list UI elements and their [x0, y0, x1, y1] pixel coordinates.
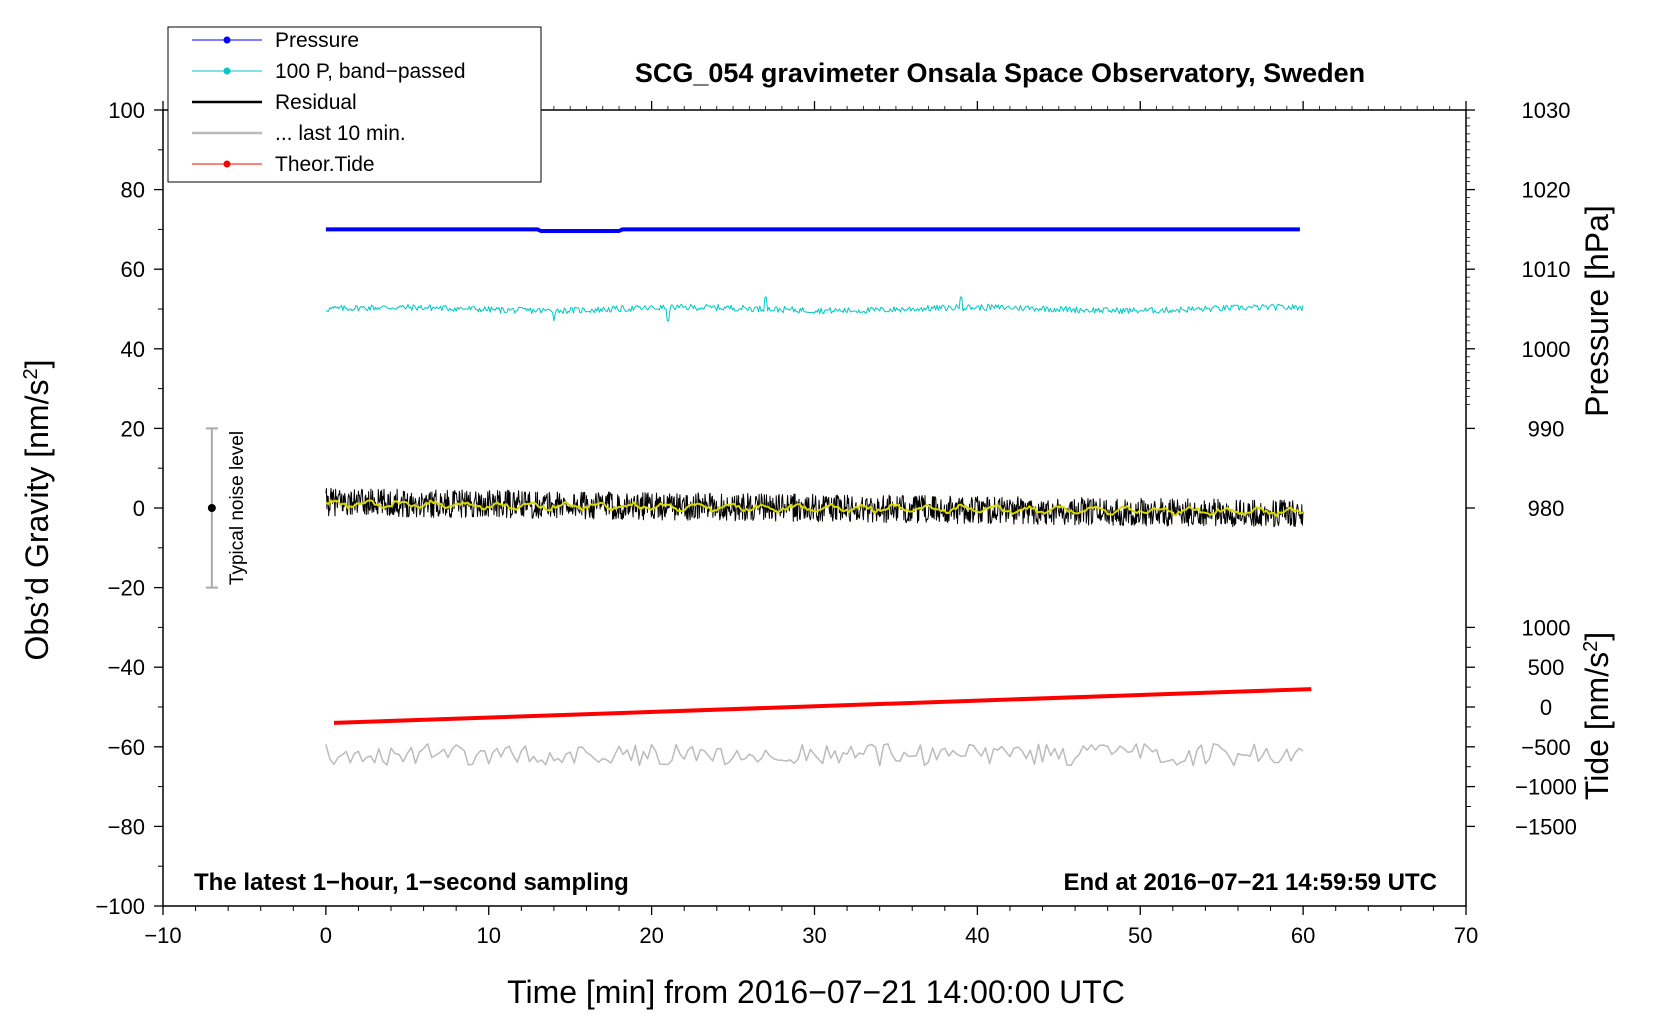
x-tick-label: 20 — [639, 923, 663, 948]
pressure-tick-label: 980 — [1528, 496, 1565, 521]
x-tick-label: 50 — [1128, 923, 1152, 948]
y-tick-label: 0 — [133, 496, 145, 521]
legend-box — [167, 26, 542, 183]
series-line-residual-smoothed — [325, 499, 1304, 517]
annotation-bottom-left: The latest 1−hour, 1−second sampling — [194, 869, 629, 896]
tide-tick-label: 0 — [1540, 695, 1552, 720]
y-tick-label: 60 — [121, 257, 145, 282]
pressure-tick-label: 990 — [1528, 416, 1565, 441]
series-line-tide — [333, 687, 1312, 725]
series-line-pressure — [325, 227, 1300, 233]
y-tick-label: 80 — [121, 178, 145, 203]
axes-group: −10 0 10 20 30 40 50 60 70−100−80−60−40−20020406… — [95, 98, 1576, 948]
legend-swatch-marker — [223, 160, 231, 168]
legend-label: 100 P, band−passed — [275, 60, 466, 83]
y-tick-label: −100 — [95, 894, 145, 919]
noise-indicator-group: Typical noise level — [205, 427, 248, 589]
x-tick-label: 10 — [477, 923, 501, 948]
y-tick-label: 20 — [121, 416, 145, 441]
y-axis-label-pressure: Pressure [hPa] — [1579, 205, 1615, 417]
x-tick-label: −10 — [144, 923, 181, 948]
series-line-bandpassed-pressure — [325, 296, 1304, 322]
chart-title: SCG_054 gravimeter Onsala Space Observat… — [635, 58, 1365, 88]
x-axis-label: Time [min] from 2016−07−21 14:00:00 UTC — [507, 974, 1125, 1010]
y-tick-label: −40 — [108, 655, 145, 680]
legend-label: Residual — [275, 91, 357, 114]
pressure-tick-label: 1020 — [1522, 178, 1571, 203]
pressure-tick-label: 1000 — [1522, 337, 1571, 362]
y-tick-label: 40 — [121, 337, 145, 362]
y-axis-label-tide-end: ] — [1579, 632, 1615, 641]
y-tick-label: −20 — [108, 576, 145, 601]
y-axis-label-tide-main: Tide [nm/s — [1579, 652, 1615, 800]
series-group — [325, 227, 1312, 767]
legend-label: ... last 10 min. — [275, 122, 406, 145]
y-axis-label-left-main: Obs’d Gravity [nm/s — [19, 380, 55, 661]
x-tick-label: 60 — [1291, 923, 1315, 948]
noise-label: Typical noise level — [227, 431, 248, 585]
tide-tick-label: 1000 — [1522, 615, 1571, 640]
series-line-last10min — [325, 743, 1304, 767]
tide-tick-label: −500 — [1521, 735, 1571, 760]
y-tick-label: 100 — [108, 98, 145, 123]
legend: Pressure 100 P, band−passed Residual ... la… — [167, 26, 542, 183]
y-axis-label-left: Obs’d Gravity [nm/s2] — [19, 360, 55, 661]
x-tick-label: 30 — [802, 923, 826, 948]
y-axis-label-tide-sup: 2 — [1580, 641, 1602, 652]
tide-tick-label: −1000 — [1515, 775, 1577, 800]
x-tick-label: 0 — [320, 923, 332, 948]
legend-label: Pressure — [275, 29, 359, 52]
y-axis-label-tide: Tide [nm/s2] — [1579, 632, 1615, 800]
annotation-bottom-right: End at 2016−07−21 14:59:59 UTC — [1063, 869, 1437, 896]
tide-tick-label: −1500 — [1515, 814, 1577, 839]
tide-tick-label: 500 — [1528, 655, 1565, 680]
y-tick-label: −80 — [108, 814, 145, 839]
pressure-tick-label: 1010 — [1522, 257, 1571, 282]
y-tick-label: −60 — [108, 735, 145, 760]
x-tick-label: 40 — [965, 923, 989, 948]
legend-label: Theor.Tide — [275, 153, 375, 176]
series-line-residual — [325, 487, 1304, 528]
x-tick-label: 70 — [1454, 923, 1478, 948]
y-axis-label-left-sup: 2 — [20, 368, 42, 379]
legend-swatch-marker — [223, 36, 231, 44]
legend-swatch-marker — [223, 67, 231, 75]
y-axis-label-left-end: ] — [19, 360, 55, 369]
pressure-tick-label: 1030 — [1522, 98, 1571, 123]
noise-center-dot — [207, 504, 216, 512]
